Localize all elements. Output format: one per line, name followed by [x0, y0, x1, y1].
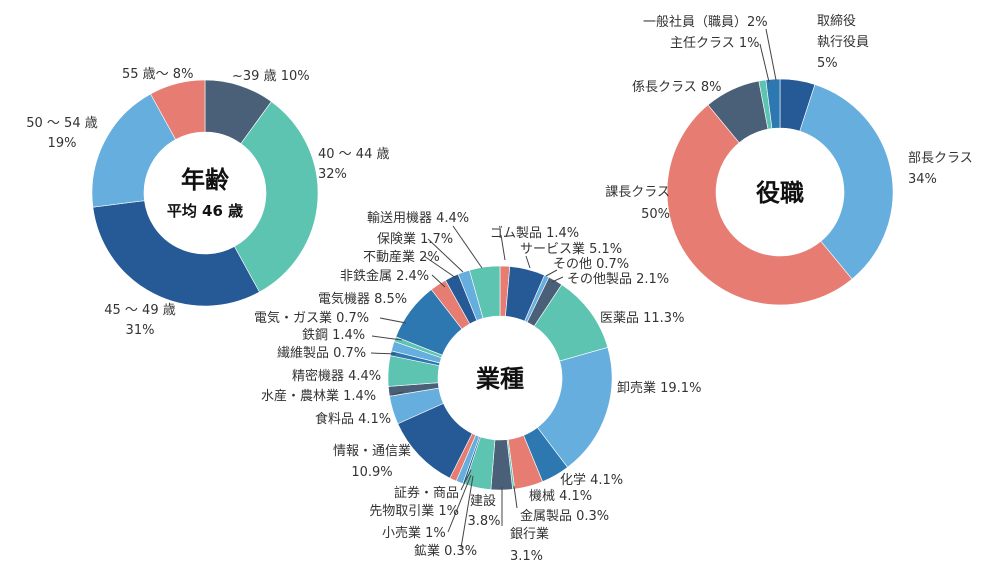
ind-label-service: サービス業 5.1%: [520, 241, 622, 257]
ind-label-oroshiuri: 卸売業 19.1%: [617, 380, 701, 396]
ind-label-kouri: 小売業 1%: [382, 525, 446, 541]
ind-label-kensetsu: 建設 3.8%: [467, 493, 500, 529]
ind-label-tekko: 鉄鋼 1.4%: [302, 328, 365, 343]
ind-label-kinzoku: 金属製品 0.3%: [520, 508, 609, 524]
ind-label-kogyo: 鉱業 0.3%: [414, 543, 477, 559]
leader-sonota: [545, 269, 558, 277]
leader-service: [525, 255, 531, 269]
leader-yusoyo: [452, 225, 483, 269]
leader-ippan: [765, 28, 777, 81]
ind-label-yusoyo: 輸送用機器 4.4%: [367, 211, 469, 226]
leader-sonota-seihin: [551, 276, 564, 283]
position-center-title: 役職: [756, 179, 804, 207]
age-label-45-49: 45 ～ 49 歳 31%: [104, 303, 175, 338]
position-slices: [666, 78, 894, 306]
ind-label-seimitsu: 精密機器 4.4%: [292, 368, 381, 384]
ind-label-hoken: 保険業 1.7%: [377, 231, 453, 247]
ind-label-iyakuhin: 医薬品 11.3%: [600, 311, 684, 326]
age-slices: [91, 79, 319, 307]
ind-label-fudosan: 不動産業 2%: [363, 249, 440, 265]
leader-kogyo: [460, 475, 474, 549]
leader-fudosan: [423, 255, 457, 279]
ind-label-joho: 情報・通信業 10.9%: [333, 443, 411, 480]
leader-hoken: [427, 238, 464, 273]
age-label-under39: ~39 歳 10%: [232, 69, 310, 84]
position-slice-2: [666, 104, 853, 306]
ind-label-suisan: 水産・農林業 1.4%: [261, 388, 376, 404]
leader-kinzoku: [513, 485, 518, 509]
leader-hitetsu: [431, 274, 446, 288]
ind-label-gomu: ゴム製品 1.4%: [490, 225, 579, 241]
pos-label-ippan: 一般社員（職員）2%: [643, 14, 768, 30]
ind-label-shokuryo: 食料品 4.1%: [315, 411, 391, 427]
ind-label-denki-kiki: 電気機器 8.5%: [318, 291, 407, 307]
ind-label-sonota: その他 0.7%: [553, 257, 629, 272]
leader-kouri: [447, 474, 472, 533]
age-center-subtitle: 平均 46 歳: [167, 202, 243, 220]
age-label-55plus: 55 歳～ 8%: [122, 67, 193, 82]
industry-donut: 業種 輸送用機器 4.4% 保険業 1.7% 不動産業 2% 非鉄金属 2.4%…: [254, 211, 701, 564]
pos-label-kakaricho: 係長クラス 8%: [632, 80, 722, 95]
leader-tekko: [371, 335, 403, 341]
ind-label-kikai: 機械 4.1%: [529, 489, 592, 504]
age-center-title: 年齢: [181, 166, 230, 194]
leader-seni: [370, 352, 397, 355]
industry-center-title: 業種: [476, 365, 524, 393]
ind-label-kagaku: 化学 4.1%: [560, 472, 623, 488]
ind-label-sonota-seihin: その他製品 2.1%: [567, 272, 669, 287]
leader-shoken: [460, 469, 472, 491]
age-donut: 年齢 平均 46 歳 ~39 歳 10% 40 ～ 44 歳 32% 45 ～ 4…: [26, 67, 389, 338]
leader-suisan: [391, 391, 404, 396]
age-donut-hole: [144, 132, 266, 254]
leader-denki-gas: [379, 317, 407, 324]
pos-label-torishimari: 取締役執行役員 5%: [817, 13, 869, 71]
pos-label-bucho: 部長クラス 34%: [908, 151, 973, 187]
ind-label-ginko: 銀行業 3.1%: [510, 526, 549, 564]
age-label-50-54: 50 ～ 54 歳 19%: [26, 116, 97, 151]
industry-donut-hole: [438, 316, 562, 440]
ind-label-hitetsu: 非鉄金属 2.4%: [340, 268, 429, 284]
position-donut-hole: [716, 128, 844, 256]
ind-label-shoken: 証券・商品先物取引業 1%: [369, 485, 459, 519]
pos-label-kacho: 課長クラス 50%: [605, 184, 670, 222]
industry-slices: [387, 265, 613, 491]
age-label-40-44: 40 ～ 44 歳 32%: [318, 147, 389, 182]
leader-shunin: [759, 43, 770, 83]
pos-label-shunin: 主任クラス 1%: [670, 36, 760, 51]
position-donut: 役職 一般社員（職員）2% 主任クラス 1% 取締役執行役員 5% 係長クラス 8…: [605, 13, 973, 306]
ind-label-seni: 繊維製品 0.7%: [277, 345, 366, 361]
ind-label-denki-gas: 電気・ガス業 0.7%: [254, 310, 369, 326]
leader-gomu: [500, 234, 506, 261]
